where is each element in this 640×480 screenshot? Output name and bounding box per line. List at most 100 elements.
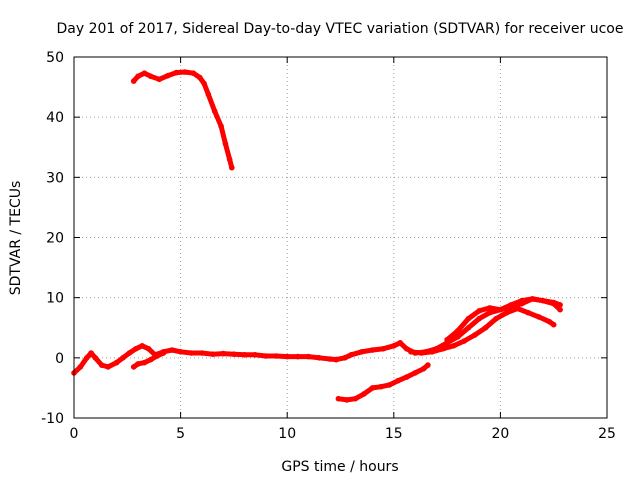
data-point — [148, 356, 154, 363]
data-point — [386, 382, 393, 388]
data-point — [391, 343, 397, 349]
data-point — [550, 300, 557, 307]
data-point — [84, 355, 90, 361]
data-point — [188, 350, 195, 356]
data-point — [514, 305, 521, 312]
data-point — [135, 73, 141, 80]
data-point — [348, 352, 355, 358]
data-point — [201, 80, 207, 87]
data-point — [199, 350, 205, 356]
x-tick-label: 5 — [176, 426, 185, 442]
data-point — [536, 314, 542, 320]
data-point — [92, 355, 99, 361]
data-point — [130, 364, 137, 370]
data-point — [550, 321, 557, 328]
y-tick-label: 40 — [46, 110, 64, 126]
data-point — [344, 397, 350, 403]
data-point — [295, 353, 301, 360]
series-layer — [71, 69, 563, 403]
x-axis-label: GPS time / hours — [281, 459, 398, 475]
data-point — [504, 309, 510, 316]
data-point — [418, 350, 425, 356]
data-point — [455, 328, 461, 334]
data-point — [156, 76, 163, 83]
data-point — [342, 355, 348, 361]
data-point — [160, 350, 167, 356]
data-point — [482, 325, 489, 331]
data-point — [273, 353, 280, 359]
y-tick-label: 10 — [46, 291, 64, 307]
data-point — [557, 306, 563, 313]
data-point — [412, 370, 418, 376]
data-point — [397, 340, 404, 346]
data-point — [403, 374, 410, 380]
data-point — [218, 123, 224, 129]
x-tick-label: 25 — [598, 426, 616, 442]
data-point — [173, 69, 180, 76]
data-point — [241, 352, 248, 358]
data-point — [425, 362, 431, 368]
data-point — [476, 315, 482, 322]
data-point — [105, 364, 111, 370]
data-point — [135, 361, 141, 367]
x-tick-labels: 0 5 10 15 20 25 — [70, 426, 616, 442]
data-point — [369, 385, 376, 391]
data-point — [518, 300, 525, 307]
data-point — [231, 351, 237, 358]
data-point — [408, 349, 414, 355]
data-point — [476, 308, 482, 314]
data-point — [493, 315, 499, 322]
data-point — [169, 347, 175, 353]
data-point — [305, 353, 312, 360]
data-point — [461, 338, 468, 344]
data-point — [182, 69, 188, 75]
data-point — [444, 337, 450, 343]
data-point — [154, 353, 160, 359]
data-point — [333, 356, 340, 363]
x-tick-label: 0 — [70, 426, 79, 442]
data-point — [113, 359, 120, 366]
data-point — [77, 364, 84, 370]
data-point — [130, 78, 137, 84]
data-point — [141, 70, 148, 76]
ticks — [73, 56, 608, 419]
data-point — [440, 346, 446, 352]
data-point — [88, 350, 94, 356]
data-point — [145, 346, 152, 352]
data-point — [486, 305, 493, 311]
data-point — [98, 362, 105, 368]
data-point — [327, 356, 333, 362]
x-tick-label: 20 — [491, 426, 509, 442]
y-tick-label: 50 — [46, 50, 64, 66]
data-point — [546, 318, 553, 325]
data-point — [486, 309, 493, 316]
data-point — [220, 350, 226, 357]
data-point — [465, 325, 472, 331]
data-point — [335, 395, 342, 402]
data-point — [395, 377, 401, 384]
y-axis-label: SDTVAR / TECUs — [8, 181, 24, 296]
data-point — [455, 334, 461, 340]
data-point — [420, 365, 427, 372]
data-point — [380, 346, 386, 352]
y-tick-label: -10 — [41, 411, 64, 427]
data-point — [252, 352, 258, 358]
data-point — [525, 309, 531, 316]
data-point — [361, 391, 367, 397]
y-tick-label: 20 — [46, 231, 64, 247]
data-point — [450, 343, 457, 349]
data-point — [352, 395, 359, 402]
data-point — [120, 355, 126, 361]
x-tick-label: 15 — [385, 426, 403, 442]
data-point — [465, 315, 472, 322]
data-point — [205, 91, 212, 98]
data-point — [126, 350, 133, 356]
data-point — [497, 306, 504, 313]
data-point — [403, 346, 410, 352]
data-point — [378, 383, 384, 390]
data-point — [165, 72, 171, 79]
data-point — [359, 349, 365, 355]
data-point — [369, 347, 376, 353]
data-point — [141, 359, 148, 366]
data-point — [284, 353, 291, 360]
